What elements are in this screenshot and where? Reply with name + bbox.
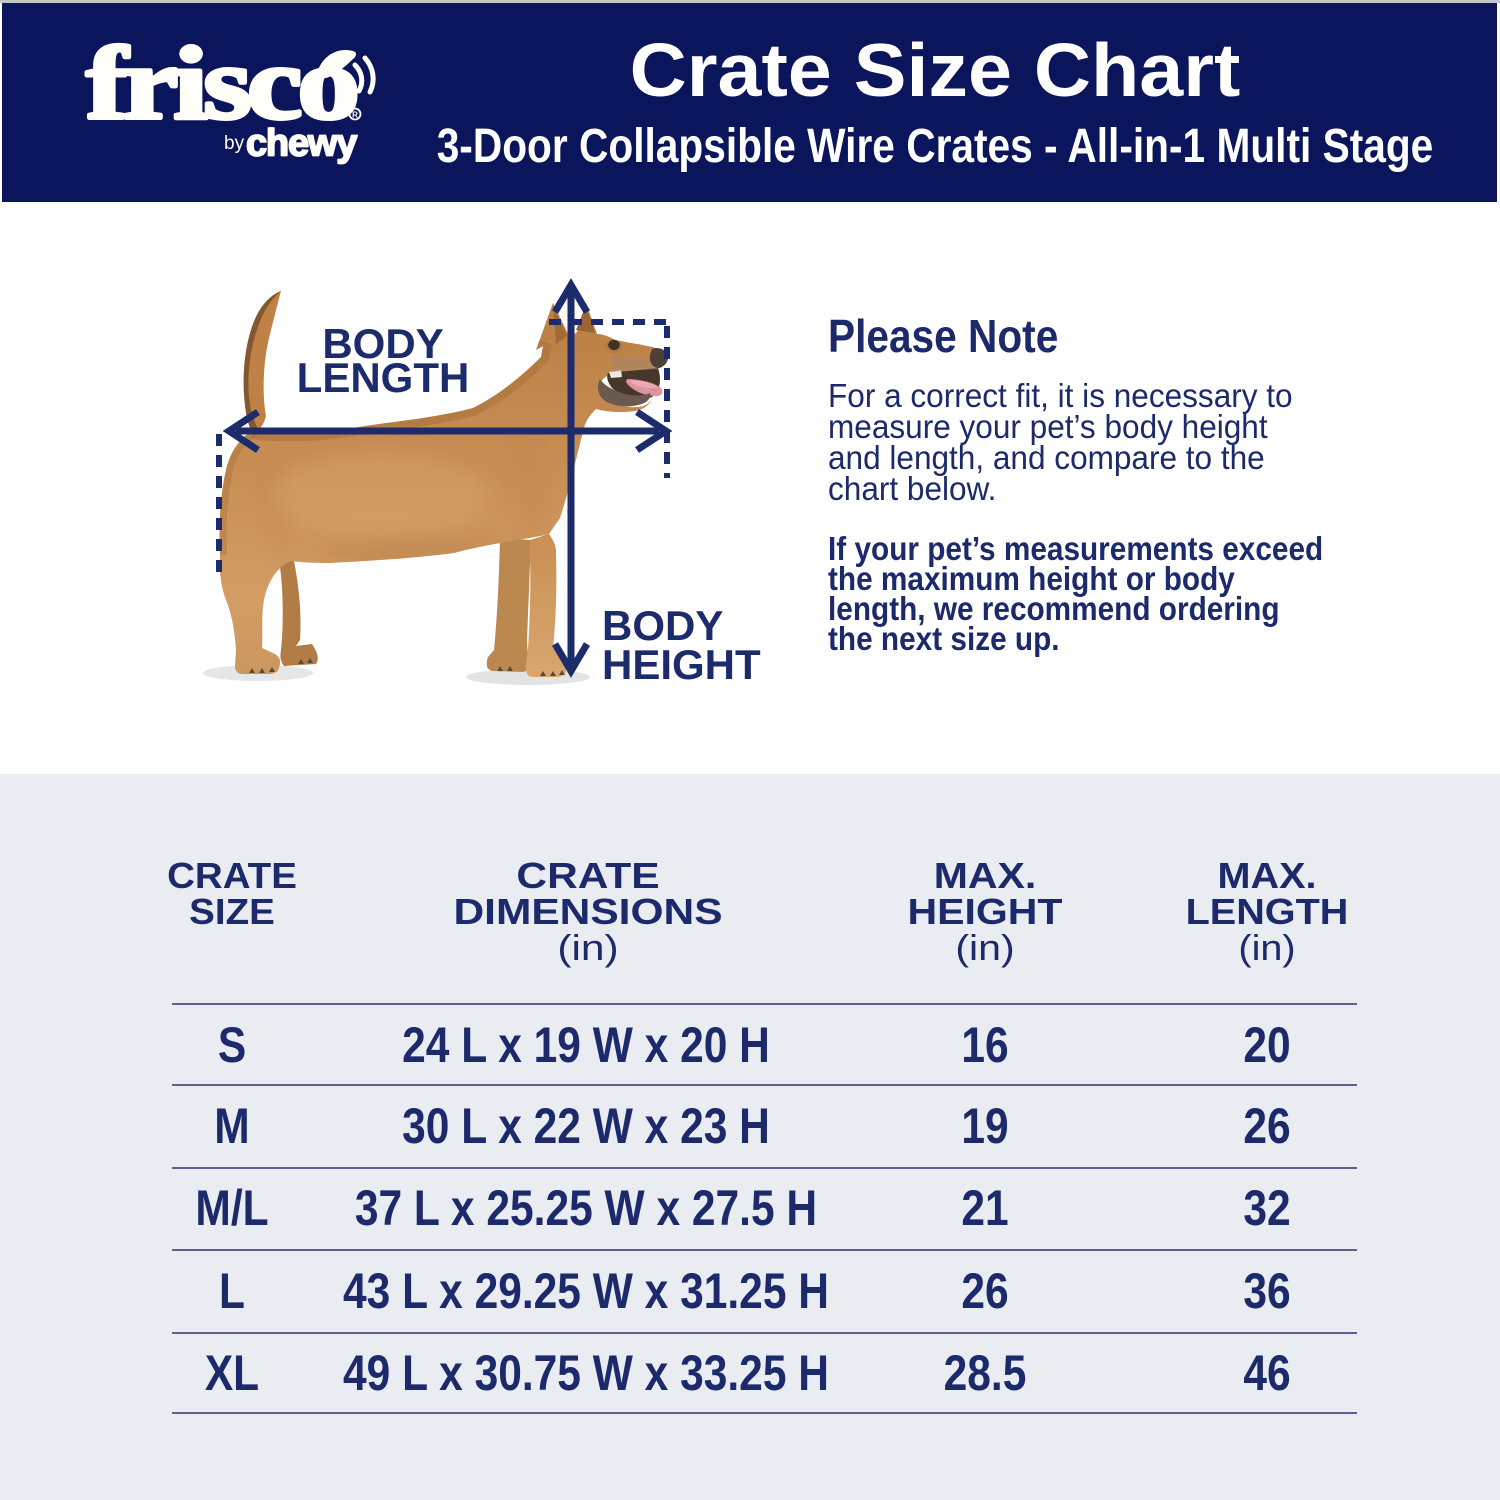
svg-text:R: R: [352, 111, 358, 120]
svg-text:HEIGHT: HEIGHT: [602, 641, 761, 688]
svg-text:BODY: BODY: [602, 602, 723, 649]
svg-text:BODY: BODY: [322, 320, 443, 367]
svg-text:chewy: chewy: [246, 123, 357, 165]
svg-text:frisco: frisco: [86, 26, 356, 141]
svg-text:by: by: [224, 133, 245, 154]
svg-text:LENGTH: LENGTH: [297, 354, 470, 401]
